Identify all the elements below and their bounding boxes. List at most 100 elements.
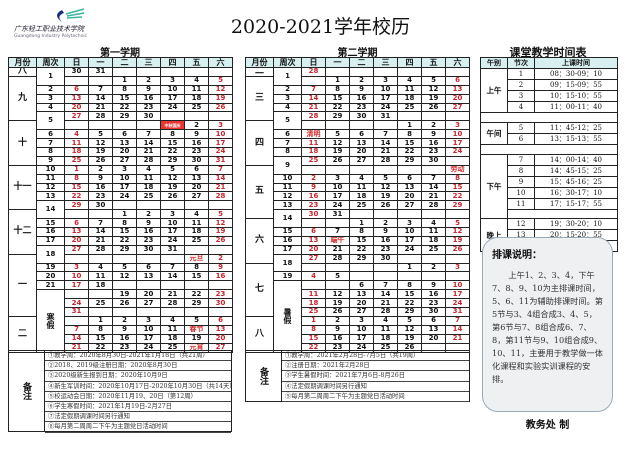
day-cell: 25 — [349, 200, 374, 211]
day-cell: 11 — [421, 227, 446, 237]
period-row: 11 17：15-17：55 — [481, 197, 618, 210]
week-number-cell: 16 — [36, 227, 65, 237]
day-cell: 4 — [349, 173, 374, 184]
day-cell: 23 — [136, 235, 161, 246]
day-cell: 9 — [136, 84, 161, 95]
day-cell: 5 — [397, 315, 422, 326]
day-cell: 26 — [445, 244, 470, 255]
day-cell — [325, 218, 350, 229]
day-cell: 5 — [445, 218, 470, 229]
logo-swoosh-icon — [57, 8, 85, 22]
calendar-row: 21 22 23 24 25 元宵 27 — [9, 342, 233, 353]
day-cell: 10 — [373, 84, 398, 95]
day-cell: 8 — [184, 262, 209, 273]
day-cell — [349, 262, 374, 273]
day-cell: 16 — [136, 93, 161, 104]
month-cell: 十二 — [8, 209, 37, 255]
timetable-column-header: 上课时间 — [534, 57, 618, 69]
month-cell: 九 — [8, 75, 37, 122]
period-time: 10：15-10：55 — [534, 90, 618, 102]
day-cell: 15 — [397, 289, 422, 300]
day-cell: 15 — [349, 235, 374, 246]
day-cell: 31 — [325, 209, 350, 220]
day-cell: 21 — [325, 244, 350, 255]
day-cell: 18 — [88, 280, 113, 291]
day-cell: 3 — [160, 75, 185, 86]
day-cell: 11 — [64, 138, 89, 149]
day-cell — [301, 120, 326, 131]
day-cell: 7 — [445, 315, 470, 326]
period-number: 12 — [507, 218, 535, 231]
day-cell: 23 — [301, 200, 326, 211]
day-cell: 2 — [421, 262, 446, 273]
day-cell: 10 — [445, 129, 470, 140]
day-cell — [136, 200, 161, 211]
day-cell: 14 — [64, 333, 89, 344]
day-cell: 26 — [208, 235, 233, 246]
day-cell: 16 — [421, 289, 446, 300]
day-cell: 2 — [421, 120, 446, 131]
day-cell: 24 — [445, 147, 470, 157]
day-cell: 26 — [373, 200, 398, 211]
day-cell: 27 — [301, 253, 326, 264]
calendar-row: 7 11 12 13 14 15 16 17 — [9, 138, 233, 149]
day-cell: 6 — [445, 75, 470, 86]
day-cell: 21 — [160, 289, 185, 300]
day-cell: 30 — [373, 253, 398, 264]
day-cell: 14 — [301, 93, 326, 104]
day-cell: 15 — [112, 93, 137, 104]
day-cell: 29 — [445, 200, 470, 211]
day-cell: 15 — [184, 271, 209, 282]
day-cell — [112, 67, 137, 77]
day-cell: 17 — [325, 191, 350, 202]
week-number-cell: 6 — [273, 129, 302, 140]
calendar-row: 14 15 16 17 18 19 20 — [9, 333, 233, 344]
day-cell — [112, 200, 137, 211]
day-cell: 29 — [397, 307, 422, 317]
day-cell: 13 — [349, 138, 374, 149]
semester-1-notes: 备注 ①教学周：2020年8月30日-2021年1月18日（共21周） ②2018… — [8, 350, 232, 433]
notes-label: 备注 — [246, 351, 282, 401]
week-number-cell: 2 — [36, 84, 65, 95]
day-cell — [373, 271, 398, 282]
week-number-cell: 19 — [273, 271, 302, 282]
timetable-title: 课堂教学时间表 — [509, 46, 587, 59]
day-cell: 19 — [373, 191, 398, 202]
day-cell: 6 — [64, 84, 89, 95]
day-cell: 6 — [301, 227, 326, 237]
day-cell: 1 — [397, 120, 422, 131]
day-cell: 10 — [349, 324, 374, 335]
day-cell: 21 — [421, 191, 446, 202]
day-cell: 30 — [184, 155, 209, 166]
calendar-row: 12 16 17 18 19 20 21 22 — [246, 191, 470, 202]
day-cell: 26 — [421, 102, 446, 113]
holiday-cell: 清明 — [301, 129, 326, 140]
day-cell — [421, 111, 446, 122]
day-cell: 18 — [301, 147, 326, 157]
day-cell: 25 — [421, 244, 446, 255]
note-line: ②2018、2019级注册日期：2020年8月30日 — [45, 361, 231, 372]
day-cell: 3 — [64, 262, 89, 273]
day-cell — [397, 253, 422, 264]
day-cell: 15 — [160, 138, 185, 149]
day-cell: 20 — [349, 147, 374, 157]
day-cell — [373, 262, 398, 273]
day-cell — [349, 120, 374, 131]
day-cell: 6 — [397, 173, 422, 184]
period-time: 08：30-09：10 — [534, 68, 618, 80]
day-cell: 20 — [184, 182, 209, 193]
day-cell — [445, 155, 470, 166]
day-cell: 2 — [349, 75, 374, 86]
day-cell — [445, 271, 470, 282]
calendar-row: 9 25 26 27 28 29 30 — [246, 155, 470, 175]
day-cell: 17 — [373, 93, 398, 104]
day-cell: 19 — [208, 227, 233, 237]
day-cell: 28 — [373, 155, 398, 166]
day-cell: 20 — [64, 102, 89, 113]
day-cell: 5 — [373, 173, 398, 184]
day-cell: 10 — [160, 84, 185, 95]
week-number-cell: 8 — [36, 147, 65, 157]
semester-2-notes: 备注 ①教学周：2021年2月28日-7月5日（共19周） ②注册日期：2021年… — [245, 350, 470, 402]
period-time: 11：45-12：25 — [534, 121, 618, 134]
